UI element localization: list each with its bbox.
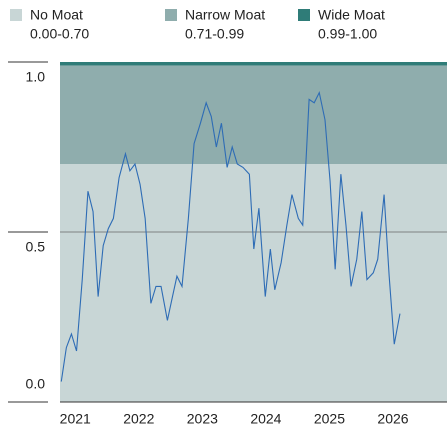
y-tick-label: 0.5 — [26, 239, 46, 255]
legend-label: No Moat — [30, 7, 83, 23]
x-tick-label: 2023 — [187, 411, 218, 427]
x-tick-label: 2022 — [123, 411, 154, 427]
x-tick-label: 2021 — [60, 411, 91, 427]
x-tick-label: 2024 — [250, 411, 281, 427]
moat-band — [60, 164, 447, 402]
legend-label: Narrow Moat — [185, 7, 265, 23]
legend-swatch — [10, 9, 22, 21]
legend-range: 0.00-0.70 — [30, 26, 89, 42]
legend-swatch — [165, 9, 177, 21]
y-tick-label: 1.0 — [26, 69, 46, 85]
legend-swatch — [298, 9, 310, 21]
legend-range: 0.99-1.00 — [318, 26, 377, 42]
x-tick-label: 2025 — [314, 411, 345, 427]
legend-range: 0.71-0.99 — [185, 26, 244, 42]
x-tick-label: 2026 — [377, 411, 408, 427]
legend-label: Wide Moat — [318, 7, 385, 23]
y-tick-label: 0.0 — [26, 376, 46, 392]
data-line — [60, 90, 401, 382]
